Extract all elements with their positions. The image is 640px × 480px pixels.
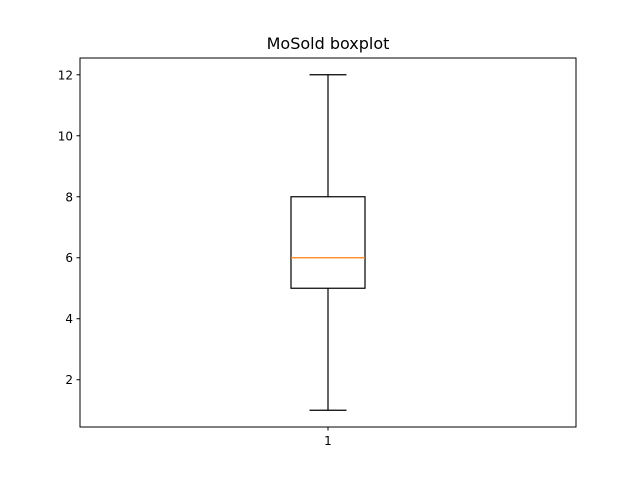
y-tick-label: 6 [65,251,73,265]
plot-area: 2 4 6 8 10 12 1 [58,68,366,448]
y-tick-label: 4 [65,312,73,326]
x-tick-label: 1 [324,434,332,448]
y-tick-label: 12 [58,68,73,82]
y-tick-label: 2 [65,373,73,387]
chart-title: MoSold boxplot [267,34,390,53]
axes-frame [79,57,577,428]
iqr-box [290,196,366,289]
y-tick-label: 8 [65,190,73,204]
y-tick-label: 10 [58,129,73,143]
